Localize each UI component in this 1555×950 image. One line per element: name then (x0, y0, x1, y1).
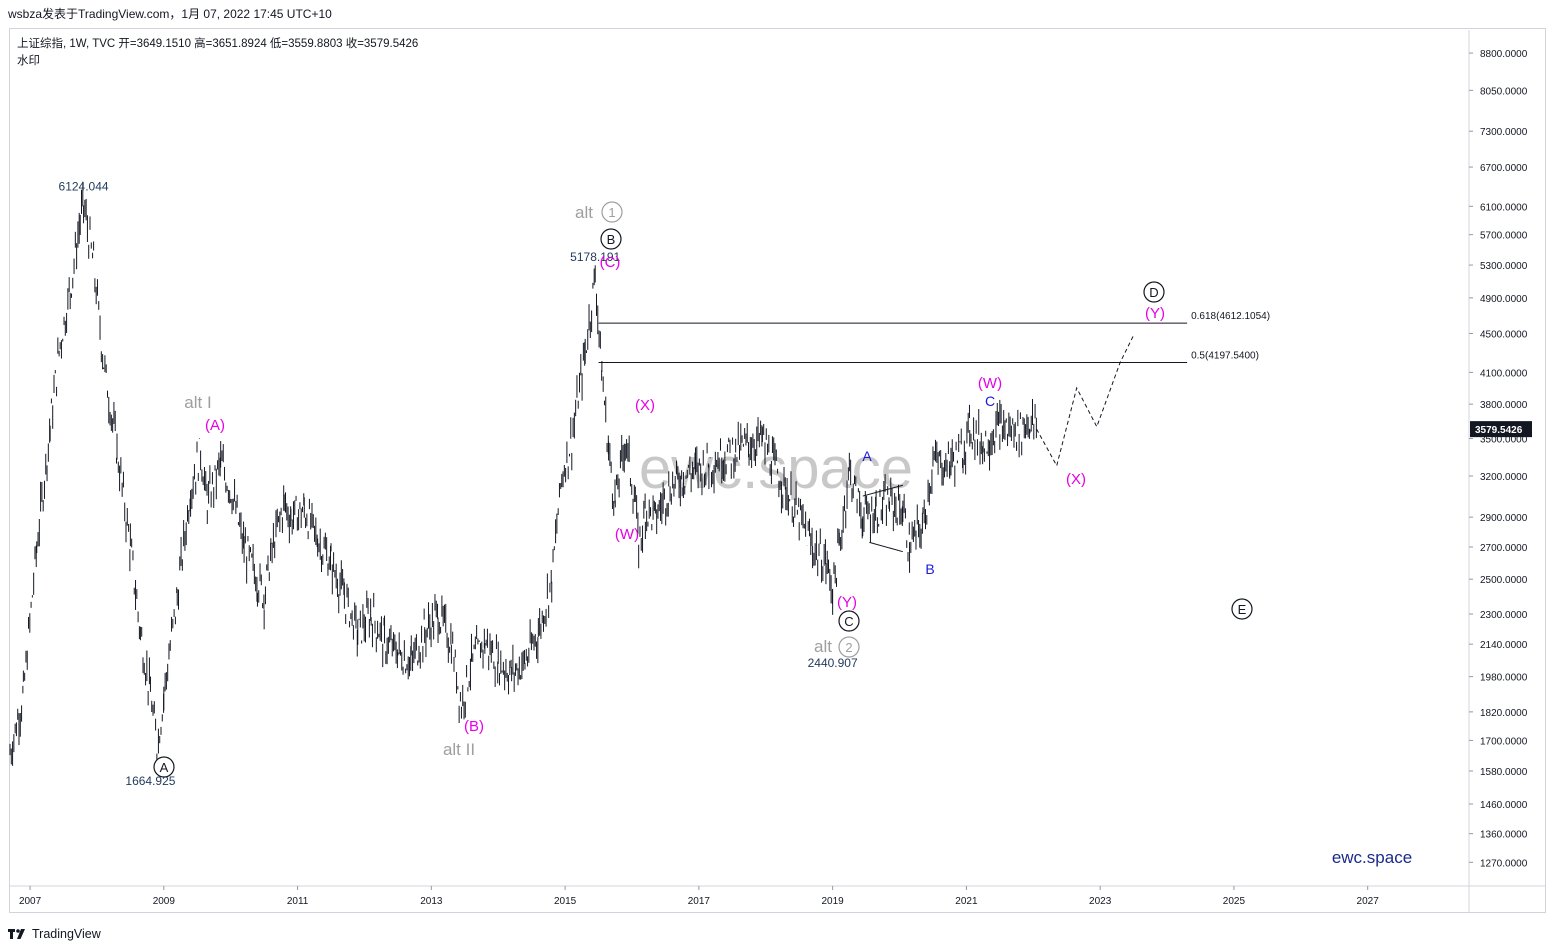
y-tick-label: 5300.0000 (1480, 261, 1528, 272)
chart-frame (9, 28, 1546, 913)
wave-circle-c: C (838, 610, 860, 632)
y-tick-label: 4900.0000 (1480, 294, 1528, 305)
y-tick-label: 7300.0000 (1480, 127, 1528, 138)
tradingview-logo-icon (8, 929, 25, 939)
wave-circle-e-text: E (1238, 602, 1247, 617)
x-tick-label: 2017 (688, 896, 711, 907)
forecast-path (1036, 335, 1135, 468)
price-label: 5178.191 (570, 250, 620, 264)
x-tick-label: 2011 (287, 896, 309, 907)
wave-circle-b: B (600, 228, 622, 250)
wave-circle-d-text: D (1149, 285, 1158, 300)
y-tick-label: 1820.0000 (1480, 708, 1528, 719)
wave-circle-d-ring (1143, 281, 1165, 303)
wave-label-x: (X) (635, 397, 655, 414)
y-tick-label: 8800.0000 (1480, 49, 1528, 60)
wave-circle-b-ring (600, 228, 622, 250)
price-label: 6124.044 (59, 180, 109, 194)
alt-ii-label: alt II (443, 740, 475, 759)
wave-circle-a-ring (153, 756, 175, 778)
wave-label-minor-b: B (925, 561, 934, 577)
wave-circle-alt-2-text: 2 (845, 640, 852, 655)
x-tick-label: 2021 (955, 896, 978, 907)
footer-brand: TradingView (32, 927, 101, 941)
triangle-lower-line (869, 541, 903, 553)
price-label: 2440.907 (808, 656, 858, 670)
wave-circle-a: A (153, 756, 175, 778)
y-tick-label: 1460.0000 (1480, 800, 1528, 811)
y-tick-label: 3800.0000 (1480, 400, 1528, 411)
y-tick-label: 6700.0000 (1480, 163, 1528, 174)
wave-circle-alt-2: 2 (838, 636, 860, 658)
fib-level-label: 0.5(4197.5400) (1191, 351, 1259, 362)
x-tick-label: 2015 (554, 896, 577, 907)
wave-circle-c-text: C (844, 614, 853, 629)
price-label: 1664.925 (125, 774, 175, 788)
wave-label-y: (Y) (837, 594, 857, 611)
wave-label-c: (C) (600, 254, 621, 271)
y-tick-label: 5700.0000 (1480, 231, 1528, 242)
last-price-tag (1470, 421, 1532, 438)
symbol-info: 上证综指, 1W, TVC 开=3649.1510 高=3651.8924 低=… (17, 38, 419, 50)
y-tick-label: 2500.0000 (1480, 575, 1528, 586)
y-tick-label: 3500.0000 (1480, 435, 1528, 446)
y-tick-label: 2300.0000 (1480, 610, 1528, 621)
wave-circle-a-text: A (160, 760, 169, 775)
y-tick-label: 1270.0000 (1480, 858, 1528, 869)
x-tick-label: 2013 (420, 896, 443, 907)
wave-circle-alt-1: 1 (601, 201, 623, 223)
x-tick-label: 2023 (1089, 896, 1112, 907)
y-tick-label: 2140.0000 (1480, 640, 1528, 651)
y-tick-label: 1360.0000 (1480, 830, 1528, 841)
wave-circle-alt-2-ring (838, 636, 860, 658)
alt-label: alt (814, 637, 832, 656)
wave-circle-alt-1-text: 1 (608, 205, 615, 220)
x-tick-label: 2007 (19, 896, 42, 907)
y-tick-label: 6100.0000 (1480, 202, 1528, 213)
triangle-upper-line (862, 484, 903, 497)
wave-label-minor-c: C (985, 393, 995, 409)
wave-circle-c-ring (838, 610, 860, 632)
y-tick-label: 1980.0000 (1480, 673, 1528, 684)
wave-circle-e: E (1231, 598, 1253, 620)
y-tick-label: 2900.0000 (1480, 513, 1528, 524)
wave-label-y: (Y) (1145, 305, 1165, 322)
y-tick-label: 3200.0000 (1480, 472, 1528, 483)
alt-label: alt (575, 203, 593, 222)
footer: TradingView (8, 924, 101, 944)
wave-label-x: (X) (1066, 471, 1086, 488)
y-tick-label: 4500.0000 (1480, 329, 1528, 340)
wave-circle-alt-1-ring (601, 201, 623, 223)
wave-circle-d: D (1143, 281, 1165, 303)
x-tick-label: 2019 (822, 896, 845, 907)
wave-circle-e-ring (1231, 598, 1253, 620)
y-tick-label: 1700.0000 (1480, 736, 1528, 747)
watermark-label: 水印 (17, 55, 40, 67)
wave-label-w: (W) (615, 526, 639, 543)
wave-circle-b-text: B (607, 232, 616, 247)
y-tick-label: 1580.0000 (1480, 767, 1528, 778)
x-tick-label: 2025 (1223, 896, 1246, 907)
x-tick-label: 2027 (1357, 896, 1380, 907)
last-price-label: 3579.5426 (1475, 425, 1523, 436)
wave-label-minor-a: A (862, 448, 872, 464)
fib-level-label: 0.618(4612.1054) (1191, 311, 1270, 322)
chart-title: wsbza发表于TradingView.com，1月 07, 2022 17:4… (8, 7, 332, 21)
x-tick-label: 2009 (153, 896, 176, 907)
y-tick-label: 4100.0000 (1480, 368, 1528, 379)
wave-label-w: (W) (978, 375, 1002, 392)
y-tick-label: 8050.0000 (1480, 86, 1528, 97)
wave-label-b: (B) (464, 718, 484, 735)
brand-text: ewc.space (1332, 848, 1412, 867)
alt-i-label: alt I (184, 393, 211, 412)
y-tick-label: 2700.0000 (1480, 543, 1528, 554)
price-bars (9, 181, 1037, 773)
chart-header: wsbza发表于TradingView.com，1月 07, 2022 17:4… (0, 0, 1555, 28)
wave-label-a: (A) (205, 417, 225, 434)
